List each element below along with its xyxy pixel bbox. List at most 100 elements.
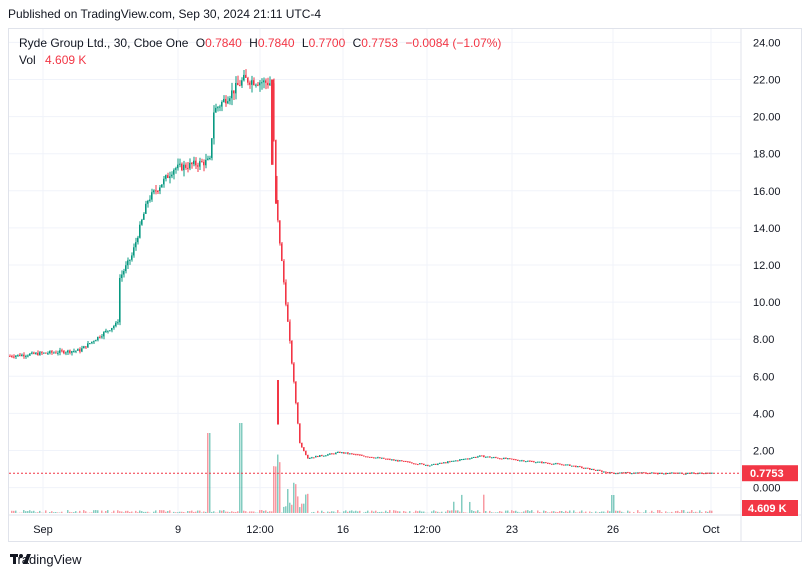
candle (189, 162, 191, 169)
candle (247, 77, 249, 83)
candle (217, 107, 219, 109)
candle (173, 169, 175, 175)
volume-bar (235, 511, 237, 513)
candle (309, 457, 311, 459)
candle (9, 355, 11, 357)
price-chart[interactable]: 24.00 22.00 20.00 18.00 16.00 14.00 12.00 10.00… (9, 29, 802, 542)
volume-bar (549, 512, 551, 513)
candle (125, 265, 127, 272)
volume-bar (575, 512, 577, 513)
chart-area[interactable]: 24.00 22.00 20.00 18.00 16.00 14.00 12.00 10.00… (8, 28, 802, 542)
volume-bar (327, 511, 329, 513)
volume-bar (297, 496, 299, 513)
volume-bar (119, 511, 121, 513)
candle (523, 460, 525, 462)
candle (165, 175, 167, 179)
candle (351, 453, 353, 455)
volume-bar (33, 510, 35, 513)
volume-bar (207, 433, 209, 513)
volume-bar (455, 510, 457, 513)
volume-bar (331, 511, 333, 513)
candle (685, 473, 687, 475)
volume-bar (283, 506, 285, 513)
candle (221, 101, 223, 107)
symbol-title[interactable]: Ryde Group Ltd., 30, Cboe One (19, 36, 189, 50)
volume-bar (707, 511, 709, 513)
volume-bar (393, 510, 395, 513)
volume-bar (343, 511, 345, 513)
volume-bar (25, 511, 27, 513)
candle (493, 457, 495, 459)
volume-bar (251, 511, 253, 513)
candle (261, 82, 263, 84)
candle (453, 460, 455, 462)
volume-bar (415, 510, 417, 513)
candle (245, 74, 247, 78)
candle (459, 459, 461, 461)
candle (599, 469, 601, 471)
candle (83, 346, 85, 349)
candle (273, 83, 275, 141)
candle (611, 472, 613, 474)
candle (101, 336, 103, 338)
volume-bar (397, 511, 399, 513)
high-label: H (249, 36, 258, 50)
candle (695, 473, 697, 475)
volume-bar (657, 510, 659, 513)
volume-bar (459, 511, 461, 513)
candle (115, 322, 117, 327)
candle (281, 243, 283, 261)
price-tick-label: 18.00 (753, 149, 781, 161)
volume-bar (229, 512, 231, 513)
candle (581, 466, 583, 468)
volume-bar (147, 511, 149, 513)
candle (233, 90, 235, 94)
volume-bar (639, 512, 641, 513)
volume-bar (373, 511, 375, 513)
candle-drop (275, 175, 278, 204)
volume-bar (667, 512, 669, 513)
time-tick-label: Oct (702, 524, 719, 536)
volume-bar (653, 512, 655, 513)
candle (415, 463, 417, 465)
volume-bar (591, 512, 593, 513)
candle (683, 473, 685, 475)
volume-bar (581, 510, 583, 513)
volume-bar (683, 510, 685, 513)
candle (391, 459, 393, 461)
volume-bar (197, 510, 199, 513)
candle (161, 184, 163, 188)
volume-bar (267, 511, 269, 513)
candle (429, 465, 431, 467)
candle (531, 461, 533, 463)
volume-value: 4.609 K (45, 53, 87, 67)
volume-bar (579, 511, 581, 513)
volume-bar (543, 510, 545, 513)
volume-bar (195, 511, 197, 513)
candle (355, 454, 357, 456)
volume-bar (545, 511, 547, 513)
volume-bar (177, 512, 179, 513)
candle (255, 84, 257, 86)
volume-bar (125, 510, 127, 513)
volume-label[interactable]: Vol (19, 53, 36, 67)
volume-bar (167, 511, 169, 513)
candle (589, 468, 591, 470)
candle (397, 460, 399, 462)
volume-bar (651, 510, 653, 513)
volume-bar (705, 511, 707, 513)
volume-bar (489, 510, 491, 513)
volume-bar (153, 511, 155, 513)
volume-bar (433, 510, 435, 513)
open-label: O (195, 36, 206, 50)
high-value: 0.7840 (257, 36, 295, 50)
volume-bar (191, 510, 193, 513)
candle (119, 277, 121, 323)
price-tick-label: 10.00 (753, 297, 781, 309)
candle (27, 355, 29, 357)
candle (655, 472, 657, 474)
volume-bar (91, 512, 93, 513)
candle (203, 161, 205, 166)
candle (257, 84, 259, 86)
volume-bar (291, 504, 293, 513)
